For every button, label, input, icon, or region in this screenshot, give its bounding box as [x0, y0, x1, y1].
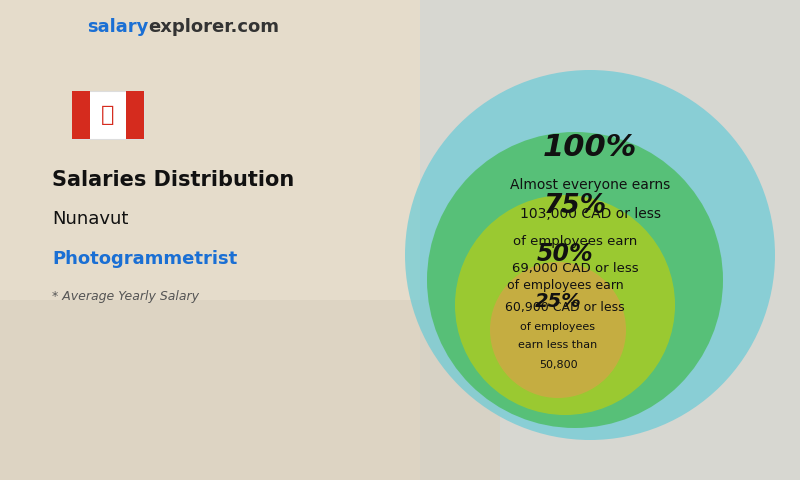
Bar: [72, 91, 90, 139]
Circle shape: [427, 132, 723, 428]
Text: of employees earn: of employees earn: [506, 279, 623, 292]
Bar: [420, 0, 800, 480]
Text: of employees earn: of employees earn: [513, 235, 637, 248]
Text: Salaries Distribution: Salaries Distribution: [52, 170, 294, 190]
Text: 🍁: 🍁: [102, 105, 114, 125]
Text: Nunavut: Nunavut: [52, 210, 128, 228]
Text: 60,900 CAD or less: 60,900 CAD or less: [505, 300, 625, 314]
Circle shape: [455, 195, 675, 415]
Circle shape: [405, 70, 775, 440]
Text: * Average Yearly Salary: * Average Yearly Salary: [52, 290, 199, 303]
Text: salary: salary: [86, 18, 148, 36]
Text: 69,000 CAD or less: 69,000 CAD or less: [512, 262, 638, 275]
Text: 50%: 50%: [537, 242, 594, 266]
Text: Almost everyone earns: Almost everyone earns: [510, 178, 670, 192]
Bar: [0, 300, 500, 480]
Bar: [126, 91, 144, 139]
Bar: [72, 91, 144, 139]
Text: of employees: of employees: [521, 322, 595, 332]
Text: 100%: 100%: [543, 133, 637, 162]
Bar: [0, 0, 420, 480]
Text: 75%: 75%: [543, 193, 606, 219]
Text: earn less than: earn less than: [518, 340, 598, 350]
Circle shape: [490, 262, 626, 398]
Text: 103,000 CAD or less: 103,000 CAD or less: [519, 207, 661, 221]
Text: Photogrammetrist: Photogrammetrist: [52, 250, 238, 268]
Text: explorer.com: explorer.com: [148, 18, 279, 36]
Text: 25%: 25%: [534, 292, 582, 311]
Text: 50,800: 50,800: [538, 360, 578, 371]
